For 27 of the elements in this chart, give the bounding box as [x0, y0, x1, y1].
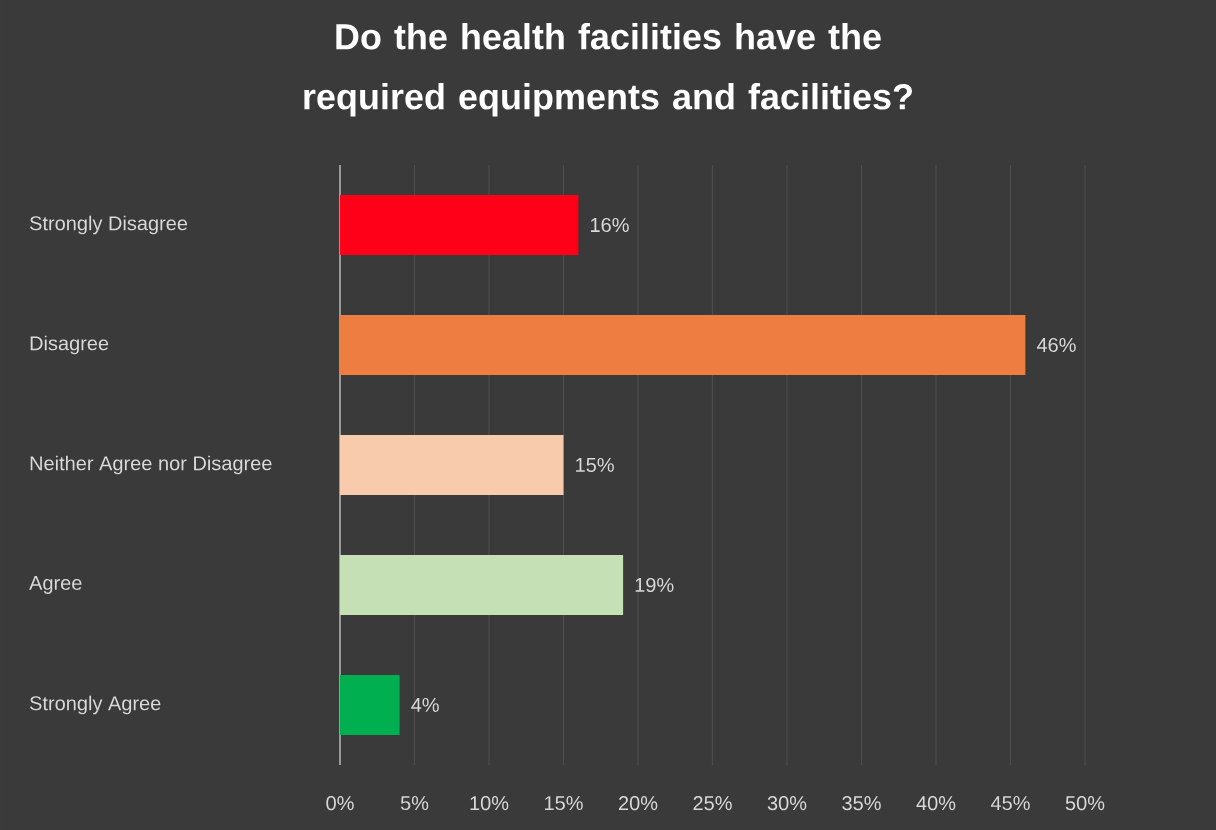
- x-tick-label: 10%: [470, 796, 509, 811]
- x-tick-label: 40%: [916, 796, 956, 811]
- data-label: 19%: [635, 577, 674, 593]
- data-label: 15%: [576, 457, 614, 473]
- y-tick-label: Agree: [29, 576, 82, 594]
- bar: [340, 434, 564, 495]
- x-tick-label: 15%: [545, 796, 583, 811]
- x-tick-label: 0%: [326, 796, 354, 811]
- x-tick-label: 45%: [990, 796, 1030, 811]
- x-tick-label: 20%: [618, 796, 658, 811]
- x-tick-label: 5%: [400, 796, 429, 811]
- x-tick-label: 30%: [767, 796, 807, 811]
- bar: [340, 674, 400, 735]
- x-tick-label: 35%: [842, 796, 881, 811]
- data-label: 16%: [591, 217, 629, 233]
- bar: [340, 314, 1026, 375]
- y-tick-label: Strongly Agree: [29, 695, 161, 715]
- x-tick-label: 50%: [1065, 796, 1105, 811]
- data-label: 46%: [1036, 337, 1076, 353]
- x-tick-label: 25%: [693, 796, 732, 811]
- bar: [340, 195, 579, 255]
- chart-title: Do the health facilities have the required equipments and facilities?: [304, 23, 912, 117]
- y-tick-label: Strongly Disagree: [29, 215, 188, 235]
- bar: [340, 554, 624, 615]
- data-label: 4%: [411, 697, 439, 712]
- y-tick-label: Neither Agree nor Disagree: [30, 455, 272, 475]
- y-tick-label: Disagree: [30, 335, 109, 355]
